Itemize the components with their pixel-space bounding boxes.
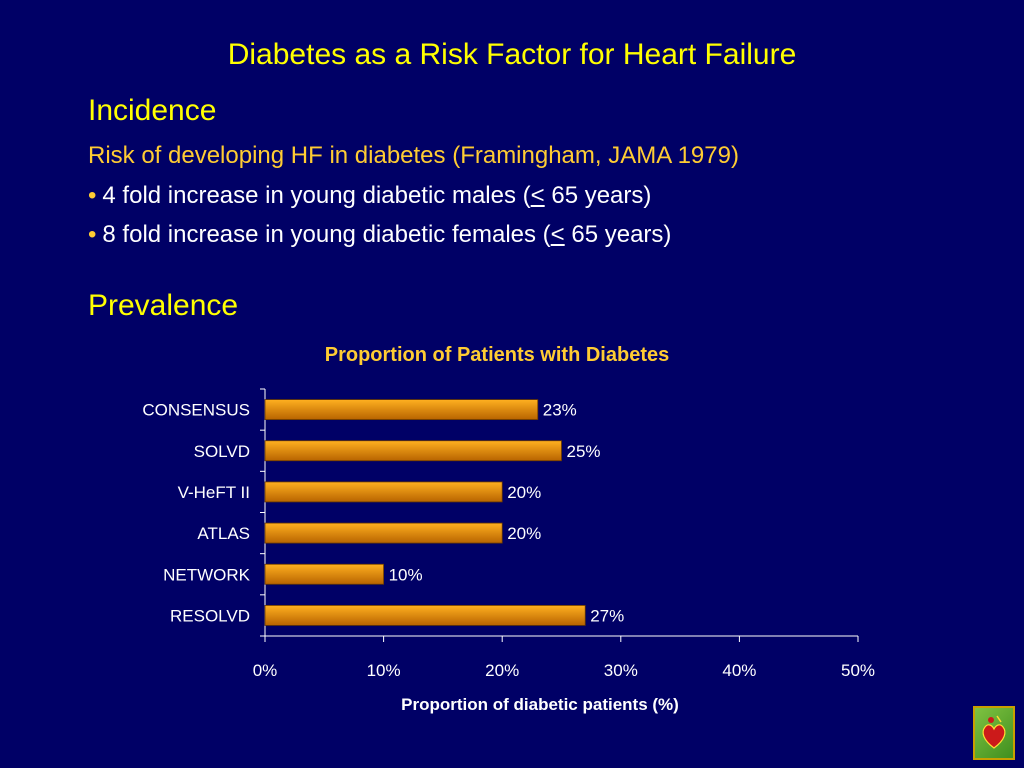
heart-logo-icon	[973, 706, 1015, 760]
category-label: RESOLVD	[170, 606, 250, 625]
bar-consensus	[264, 399, 539, 420]
bullet-text-prefix: 8 fold increase in young diabetic female…	[102, 221, 551, 248]
x-tick-label: 20%	[485, 661, 519, 680]
x-tick-label: 0%	[253, 661, 278, 680]
slide-title: Diabetes as a Risk Factor for Heart Fail…	[227, 38, 797, 71]
bullet-item-females: • 8 fold increase in young diabetic femal…	[88, 221, 671, 249]
bullet-dot-icon: •	[88, 182, 97, 209]
category-label: SOLVD	[194, 442, 250, 461]
bar-network	[264, 563, 384, 585]
category-label: CONSENSUS	[142, 401, 250, 420]
bullet-item-males: • 4 fold increase in young diabetic males…	[88, 182, 651, 210]
category-label: ATLAS	[197, 524, 250, 543]
x-axis-label: Proportion of diabetic patients (%)	[401, 695, 679, 714]
incidence-heading: Incidence	[88, 94, 217, 127]
x-tick-label: 40%	[722, 661, 756, 680]
bar-v-heft-ii	[264, 481, 503, 503]
bar-atlas	[264, 522, 503, 544]
bar-resolvd	[264, 605, 586, 626]
category-label: V-HeFT II	[178, 483, 250, 502]
bullet-text-suffix: 65 years)	[564, 221, 672, 248]
less-than-or-equal-symbol: <	[530, 182, 545, 209]
bar-solvd	[264, 440, 562, 462]
less-than-or-equal-symbol: <	[550, 221, 565, 248]
chart-title: Proportion of Patients with Diabetes	[325, 344, 669, 366]
x-tick-label: 30%	[604, 661, 638, 680]
bullet-dot-icon: •	[88, 221, 97, 248]
x-tick-label: 10%	[367, 661, 401, 680]
data-label: 25%	[567, 442, 601, 461]
bullet-text-prefix: 4 fold increase in young diabetic males …	[102, 182, 531, 209]
data-label: 23%	[543, 401, 577, 420]
bullet-text-suffix: 65 years)	[544, 182, 652, 209]
incidence-subheading: Risk of developing HF in diabetes (Frami…	[88, 142, 739, 169]
heart-logo-graphic	[982, 715, 1006, 749]
category-label: NETWORK	[163, 565, 251, 584]
x-tick-label: 50%	[841, 661, 875, 680]
data-label: 20%	[507, 483, 541, 502]
data-label: 27%	[590, 606, 624, 625]
chart-plot-area: 0% 10% 20% 30% 40% 50% CONSENSUS 23% SOLVD 25% V-H…	[142, 388, 875, 680]
prevalence-heading: Prevalence	[88, 289, 239, 322]
data-label: 10%	[389, 565, 423, 584]
data-label: 20%	[507, 524, 541, 543]
